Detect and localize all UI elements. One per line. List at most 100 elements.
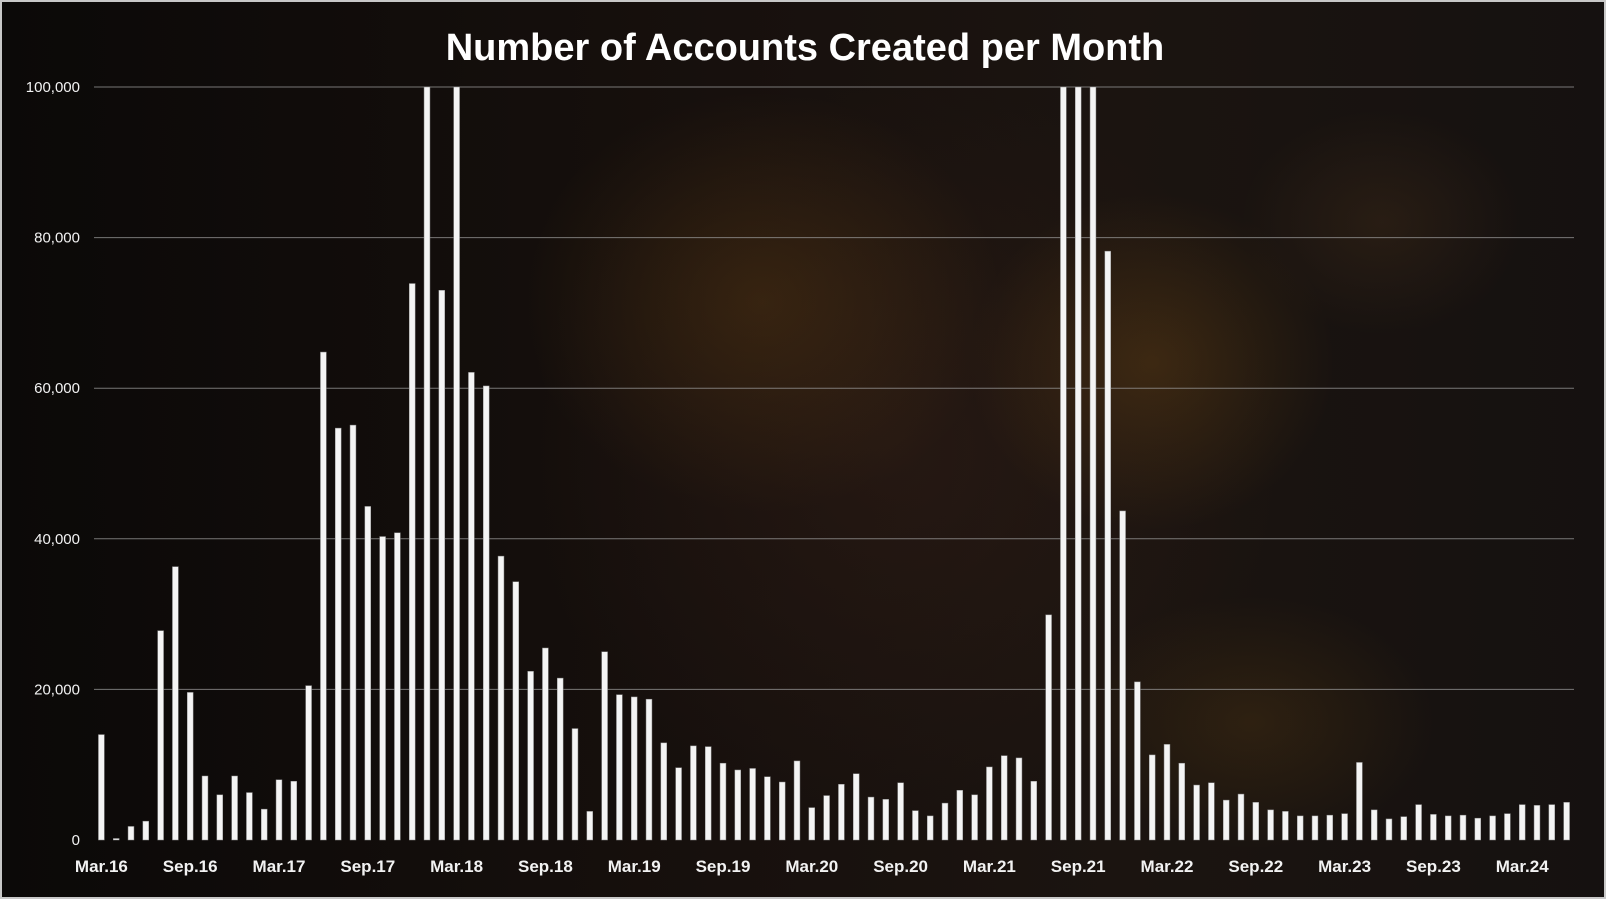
bar-Mar.22 xyxy=(1163,744,1171,841)
bar-Nov.19 xyxy=(749,768,756,841)
bar-Jun.21 xyxy=(1030,781,1038,841)
bar-Jul.23 xyxy=(1400,816,1408,841)
bar-May.19 xyxy=(660,742,668,841)
x-tick-label: Mar.23 xyxy=(1318,857,1371,876)
bar-Jun.20 xyxy=(852,773,860,841)
x-tick-label: Mar.24 xyxy=(1496,857,1549,876)
bar-Apr.20 xyxy=(823,795,830,841)
bar-May.16 xyxy=(127,826,135,841)
bar-May.17 xyxy=(305,685,312,841)
x-tick-label: Mar.17 xyxy=(253,857,306,876)
bar-Jan.18 xyxy=(423,86,431,841)
bar-Oct.23 xyxy=(1444,815,1452,841)
x-tick-label: Sep.22 xyxy=(1228,857,1283,876)
bar-Dec.20 xyxy=(941,802,949,841)
bar-Feb.19 xyxy=(616,694,623,841)
bar-Jun.16 xyxy=(142,820,150,841)
bar-Oct.18 xyxy=(556,677,564,841)
y-tick-label: 40,000 xyxy=(34,531,80,548)
bar-Nov.23 xyxy=(1459,814,1467,841)
bar-Jul.16 xyxy=(157,630,164,841)
bar-Feb.23 xyxy=(1326,814,1334,841)
x-tick-label: Sep.23 xyxy=(1406,857,1461,876)
bar-Dec.21 xyxy=(1119,510,1126,841)
bar-May.21 xyxy=(1015,757,1023,841)
x-tick-label: Sep.18 xyxy=(518,857,573,876)
bar-May.24 xyxy=(1548,804,1556,841)
bar-Aug.21 xyxy=(1060,86,1067,841)
bar-Oct.19 xyxy=(734,769,742,841)
bar-Jan.21 xyxy=(956,790,964,841)
x-tick-label: Sep.20 xyxy=(873,857,928,876)
x-tick-label: Sep.21 xyxy=(1051,857,1106,876)
bar-Apr.21 xyxy=(1000,755,1008,841)
bar-Nov.20 xyxy=(926,815,934,841)
bar-Nov.22 xyxy=(1282,811,1289,841)
bar-Apr.19 xyxy=(645,698,653,841)
bar-Aug.16 xyxy=(172,566,179,841)
bar-May.22 xyxy=(1193,784,1200,841)
bar-Jan.24 xyxy=(1489,815,1496,841)
bar-Mar.23 xyxy=(1341,813,1348,841)
bar-Dec.16 xyxy=(231,775,238,841)
bar-Jun.18 xyxy=(497,555,505,841)
bar-Apr.22 xyxy=(1178,762,1186,841)
bar-Apr.24 xyxy=(1533,805,1541,841)
bar-May.18 xyxy=(482,385,490,841)
bar-Jul.19 xyxy=(690,745,697,841)
y-tick-label: 100,000 xyxy=(26,79,80,96)
bar-Jun.23 xyxy=(1385,818,1393,841)
bar-Oct.16 xyxy=(201,775,209,841)
bar-Jul.18 xyxy=(512,581,520,841)
bar-Aug.19 xyxy=(704,746,712,841)
bars xyxy=(98,86,1570,841)
y-tick-label: 80,000 xyxy=(34,230,80,247)
bar-Jun.17 xyxy=(320,351,327,841)
bar-Feb.18 xyxy=(438,290,446,841)
bar-Aug.22 xyxy=(1237,793,1245,841)
bar-Jul.20 xyxy=(867,796,875,841)
x-tick-label: Mar.18 xyxy=(430,857,483,876)
bar-Sep.16 xyxy=(186,692,194,841)
bar-Nov.18 xyxy=(571,728,579,841)
bar-Apr.23 xyxy=(1356,762,1363,841)
y-axis-tick-labels: 0 20,000 40,000 60,000 80,000 100,000 xyxy=(26,79,80,849)
chart-title: Number of Accounts Created per Month xyxy=(446,27,1165,69)
bar-Sep.17 xyxy=(364,506,372,841)
bar-Apr.17 xyxy=(290,781,298,841)
bar-Jul.21 xyxy=(1045,614,1052,841)
bar-Oct.17 xyxy=(379,536,386,841)
bar-Jan.19 xyxy=(601,651,608,841)
y-tick-label: 0 xyxy=(72,832,80,849)
bar-Oct.22 xyxy=(1267,809,1274,841)
bar-Feb.17 xyxy=(260,808,268,841)
x-tick-label: Mar.16 xyxy=(75,857,128,876)
bar-Oct.21 xyxy=(1089,86,1097,841)
bar-Mar.16 xyxy=(98,734,105,841)
bar-Feb.21 xyxy=(971,794,978,841)
bar-Jan.23 xyxy=(1311,815,1319,841)
bar-Mar.18 xyxy=(453,86,460,841)
bar-Feb.20 xyxy=(793,760,801,841)
bar-Sep.19 xyxy=(719,762,727,841)
bar-Sep.23 xyxy=(1430,814,1437,841)
bar-Mar.19 xyxy=(630,696,638,841)
bar-Feb.22 xyxy=(1148,754,1156,841)
x-tick-label: Mar.22 xyxy=(1141,857,1194,876)
bar-Aug.23 xyxy=(1415,804,1422,841)
bar-Dec.17 xyxy=(408,283,416,841)
bar-Jun.22 xyxy=(1208,782,1215,841)
gridlines xyxy=(94,86,1574,690)
y-tick-label: 60,000 xyxy=(34,380,80,397)
x-tick-label: Sep.16 xyxy=(163,857,218,876)
bar-Nov.21 xyxy=(1104,250,1112,841)
x-tick-label: Sep.19 xyxy=(696,857,751,876)
bar-Dec.23 xyxy=(1474,817,1482,841)
bar-Jan.22 xyxy=(1134,681,1141,841)
y-tick-label: 20,000 xyxy=(34,681,80,698)
bar-Jan.20 xyxy=(778,781,786,841)
x-tick-label: Mar.20 xyxy=(785,857,838,876)
bar-Nov.16 xyxy=(216,794,224,841)
